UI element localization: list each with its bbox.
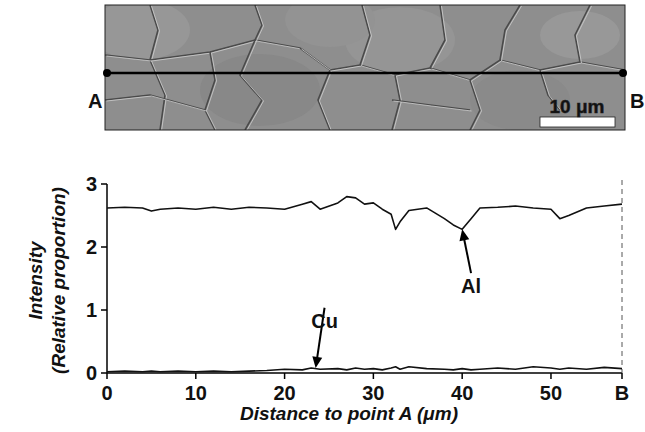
grain-edge [432, 6, 447, 69]
annotation-label: Cu [311, 310, 338, 332]
micrograph-frame [105, 5, 625, 130]
grain [285, 5, 375, 47]
grain-edge [432, 61, 626, 81]
grain-edge [362, 6, 372, 66]
x-axis [107, 372, 622, 374]
y-tick-label: 3 [86, 173, 97, 195]
annotation-arrow [464, 237, 471, 273]
x-tick-label: 40 [451, 382, 473, 404]
grain-edge [320, 71, 332, 130]
y-tick-label: 0 [86, 362, 97, 384]
series-line [107, 367, 622, 372]
x-tick [621, 373, 623, 379]
annotation-label: Al [461, 275, 481, 297]
y-tick-label: 1 [86, 299, 97, 321]
grain-edge [394, 76, 402, 130]
micrograph [105, 5, 625, 130]
y-tick-label: 2 [86, 236, 97, 258]
scale-bar-label: 10 μm [550, 96, 605, 117]
grain-edge [394, 101, 472, 111]
grain-edge [257, 6, 264, 41]
y-tick [101, 309, 107, 311]
grain-edge [152, 6, 167, 130]
grain [200, 54, 320, 126]
x-tick-label: B [615, 382, 629, 404]
y-tick [101, 372, 107, 374]
grain-edge [472, 81, 482, 130]
y-axis-title: (Relative proportion) [48, 187, 69, 374]
grain-edge [502, 6, 522, 61]
scan-end-label: B [630, 90, 644, 112]
scan-start [103, 69, 111, 77]
x-tick-label: 20 [273, 382, 295, 404]
x-tick-label: 50 [540, 382, 562, 404]
grain-edge [207, 53, 217, 130]
x-tick [195, 373, 197, 379]
grain-boundary [392, 100, 470, 110]
x-tick [106, 373, 108, 379]
x-tick-label: 10 [185, 382, 207, 404]
grain-boundary [470, 80, 480, 130]
grain [105, 5, 190, 60]
scale-bar [540, 117, 615, 127]
scan-line [107, 72, 623, 75]
grain-boundary [105, 40, 300, 60]
x-tick-label: 30 [362, 382, 384, 404]
y-axis-title: Intensity [25, 240, 46, 320]
series-group [107, 197, 622, 372]
scan-start-label: A [88, 90, 102, 112]
y-tick [101, 246, 107, 248]
grain-edge [107, 96, 207, 111]
y-axis [106, 184, 108, 373]
grain-boundary [255, 5, 262, 40]
x-tick [550, 373, 552, 379]
annotation-arrowhead [312, 356, 322, 368]
grain-edge [577, 6, 592, 63]
series-line [107, 197, 622, 230]
x-tick-label: 0 [101, 382, 112, 404]
y-tick [101, 183, 107, 185]
x-axis-title: Distance to point A (μm) [240, 403, 458, 424]
grain [540, 11, 620, 59]
end-marker [622, 180, 623, 373]
grain-edge [242, 41, 264, 130]
x-tick [284, 373, 286, 379]
grain-edge [107, 41, 302, 61]
x-tick [461, 373, 463, 379]
annotation-arrowhead [459, 229, 469, 241]
scan-end [619, 69, 627, 77]
x-tick [373, 373, 375, 379]
